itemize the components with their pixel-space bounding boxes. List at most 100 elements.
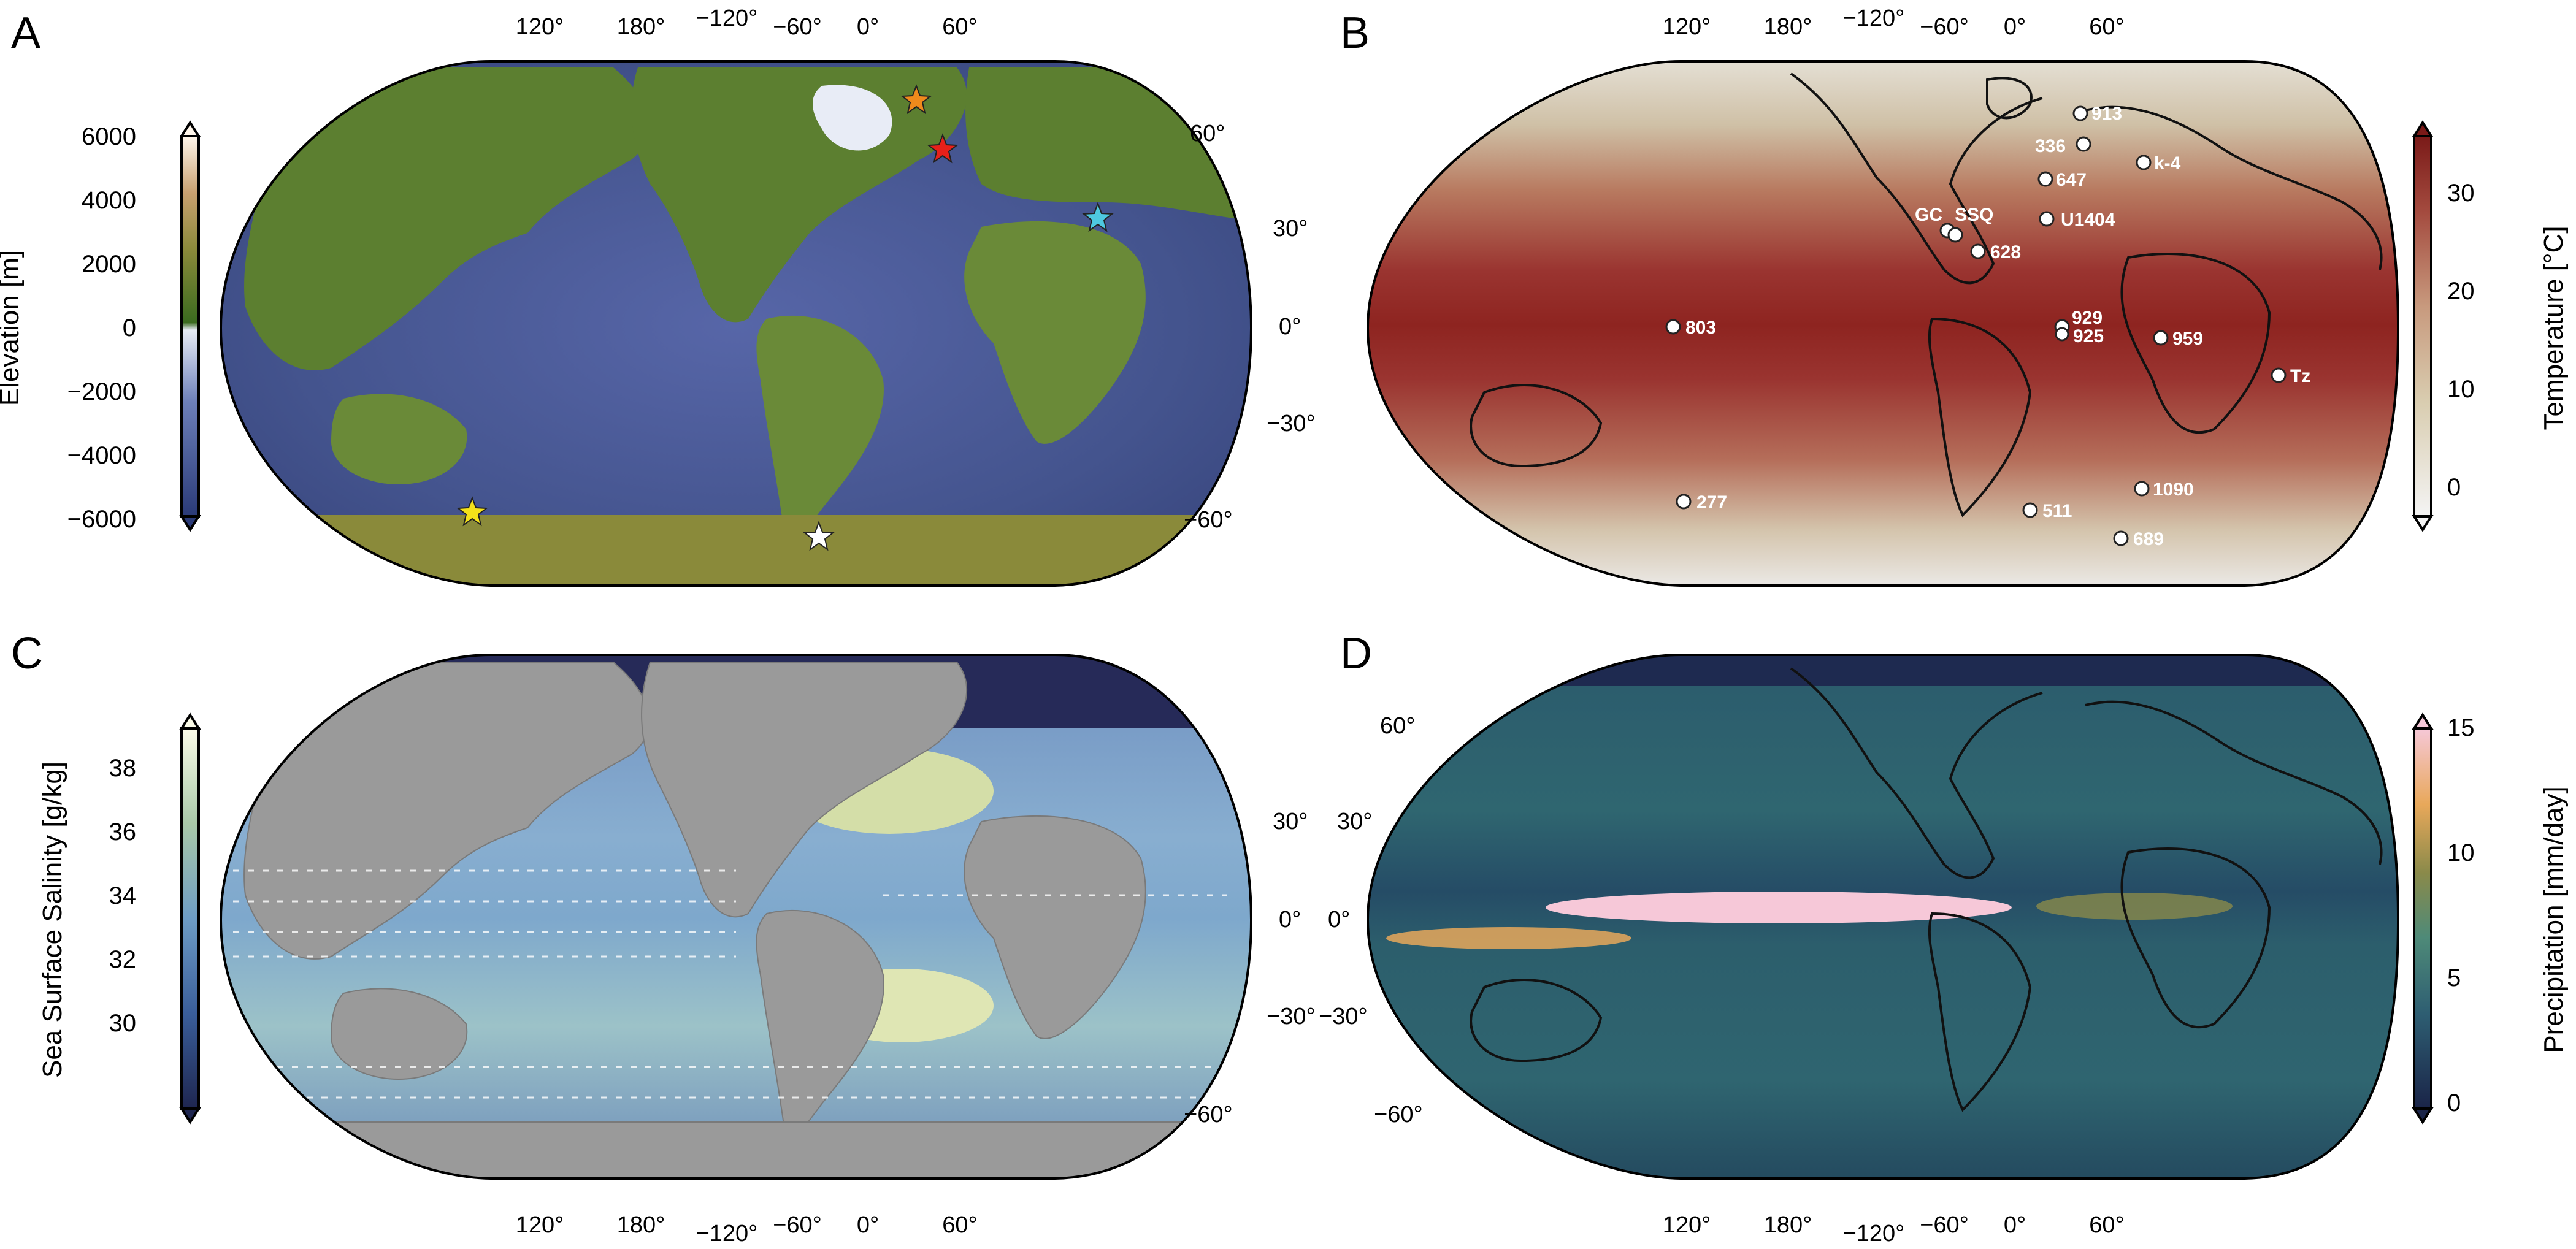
lat-label: 60° <box>1380 713 1415 739</box>
panel-b: B 913 336 k-4 647 GC SSQ U1404 628 <box>1340 6 2569 595</box>
lon-label: 0° <box>2004 1212 2026 1238</box>
panel-d: D 120° 180° −120° −60° 0° 60° 60° 30° <box>1319 629 2569 1246</box>
svg-text:689: 689 <box>2133 529 2164 549</box>
panel-c-map <box>209 649 1263 1190</box>
lat-label: −60° <box>1184 1102 1233 1128</box>
colorbar-tick: 32 <box>109 946 137 973</box>
colorbar-tick: −2000 <box>67 378 136 405</box>
colorbar-title: Temperature [°C] <box>2539 226 2569 430</box>
colorbar-tick: 38 <box>109 755 137 782</box>
panel-letter-a: A <box>11 9 40 58</box>
svg-text:803: 803 <box>1685 318 1716 338</box>
lon-label: 60° <box>2089 14 2124 40</box>
panel-letter-c: C <box>11 629 43 678</box>
colorbar-title: Elevation [m] <box>0 250 25 406</box>
svg-text:913: 913 <box>2091 104 2122 124</box>
lat-label: 0° <box>1279 907 1301 933</box>
svg-text:1090: 1090 <box>2153 479 2194 500</box>
colorbar-tick: 0 <box>123 315 136 342</box>
colorbar-tick: 4000 <box>82 187 136 214</box>
lat-label: 30° <box>1273 216 1308 242</box>
svg-text:k-4: k-4 <box>2154 153 2181 174</box>
colorbar-tick: 5 <box>2447 964 2461 991</box>
lat-label: 60° <box>1190 121 1225 147</box>
svg-text:277: 277 <box>1696 492 1727 513</box>
lat-label: −60° <box>1374 1102 1423 1128</box>
lat-label: −30° <box>1267 411 1316 437</box>
lon-label: −60° <box>773 14 822 40</box>
lon-label: 180° <box>617 14 665 40</box>
lon-label: 60° <box>942 1212 977 1238</box>
lon-label: 120° <box>1663 1212 1711 1238</box>
colorbar-tick: 15 <box>2447 714 2475 741</box>
colorbar-tick: 30 <box>109 1010 137 1037</box>
svg-text:647: 647 <box>2056 170 2087 190</box>
itcz-band <box>1546 892 2012 923</box>
svg-text:959: 959 <box>2172 329 2203 349</box>
lat-label: −30° <box>1267 1004 1316 1029</box>
colorbar-tick: 6000 <box>82 123 136 150</box>
lon-label: −60° <box>1920 14 1969 40</box>
svg-text:336: 336 <box>2035 136 2066 156</box>
lat-label: −60° <box>1184 507 1233 533</box>
lat-label: 30° <box>1337 809 1372 835</box>
lon-label: −120° <box>1843 6 1905 31</box>
svg-text:925: 925 <box>2073 326 2104 346</box>
svg-text:SSQ: SSQ <box>1955 205 1993 225</box>
lat-label: 0° <box>1279 314 1301 340</box>
colorbar-salinity: Sea Surface Salinity [g/kg] 38 36 34 32 … <box>37 715 199 1122</box>
panel-c: C <box>11 629 1316 1246</box>
colorbar-temperature: 30 20 10 0 Temperature [°C] <box>2414 123 2569 530</box>
svg-text:929: 929 <box>2072 308 2103 328</box>
lon-label: 180° <box>1764 14 1812 40</box>
svg-text:GC: GC <box>1915 205 1942 225</box>
lon-label: 60° <box>942 14 977 40</box>
lon-label: −120° <box>696 6 758 31</box>
svg-text:511: 511 <box>2042 501 2072 521</box>
panel-d-map <box>1362 649 2404 1188</box>
panel-a-map <box>209 55 1263 595</box>
colorbar-tick: 0 <box>2447 474 2461 501</box>
svg-text:U1404: U1404 <box>2061 210 2115 230</box>
colorbar-tick: 10 <box>2447 376 2475 403</box>
lon-label: 60° <box>2089 1212 2124 1238</box>
lat-label: 0° <box>1328 907 1350 933</box>
colorbar-title: Sea Surface Salinity [g/kg] <box>37 762 67 1078</box>
colorbar-elevation: Elevation [m] 6000 4000 2000 0 −2000 −40… <box>0 123 199 533</box>
lon-label: −120° <box>696 1221 758 1246</box>
spcz-band <box>1386 927 1631 949</box>
colorbar-tick: 2000 <box>82 251 136 278</box>
lon-label: 120° <box>516 1212 564 1238</box>
lon-label: 180° <box>617 1212 665 1238</box>
colorbar-tick: 36 <box>109 819 137 846</box>
panel-letter-d: D <box>1340 629 1372 678</box>
colorbar-tick: 30 <box>2447 180 2475 207</box>
colorbar-tick: 20 <box>2447 278 2475 305</box>
atlantic-itcz-band <box>2036 893 2233 920</box>
lon-label: 0° <box>857 1212 879 1238</box>
lon-label: 0° <box>857 14 879 40</box>
lat-label: −30° <box>1319 1004 1368 1029</box>
panel-b-map: 913 336 k-4 647 GC SSQ U1404 628 803 929… <box>1362 55 2404 595</box>
lon-label: 120° <box>1663 14 1711 40</box>
colorbar-tick: 0 <box>2447 1090 2461 1117</box>
lon-label: −60° <box>1920 1212 1969 1238</box>
lon-label: 180° <box>1764 1212 1812 1238</box>
colorbar-precipitation: 15 10 5 0 Precipitation [mm/day] <box>2414 714 2569 1122</box>
lon-label: −120° <box>1843 1221 1905 1246</box>
temperature-fill <box>1362 55 2404 595</box>
colorbar-tick: 34 <box>109 882 137 909</box>
site-913: 913 <box>2074 104 2122 124</box>
panel-a: A 120° 180° −120° −60° 0° 60° 60° <box>0 6 1316 595</box>
panel-letter-b: B <box>1340 9 1370 58</box>
svg-text:628: 628 <box>1990 242 2021 262</box>
colorbar-title: Precipitation [mm/day] <box>2539 786 2569 1053</box>
svg-text:Tz: Tz <box>2290 366 2310 386</box>
antarctica-land <box>209 515 1263 595</box>
lon-label: 120° <box>516 14 564 40</box>
lon-label: −60° <box>773 1212 822 1238</box>
colorbar-tick: −4000 <box>67 442 136 469</box>
lon-label: 0° <box>2004 14 2026 40</box>
lat-label: 30° <box>1273 809 1308 835</box>
